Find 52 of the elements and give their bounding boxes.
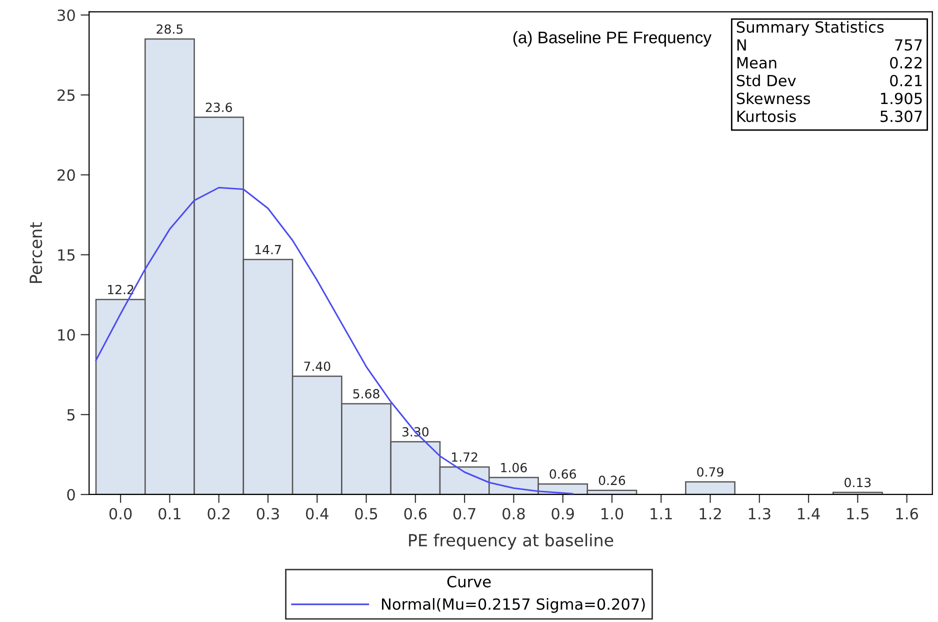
data-label: 0.79 <box>697 467 724 477</box>
annotation: 0.22 <box>890 56 922 69</box>
x-tick-label: 0.9 <box>552 508 574 520</box>
annotation: 757 <box>895 39 922 51</box>
y-tick-label: 5 <box>67 409 75 421</box>
legend-label: Normal(Mu=0.2157 Sigma=0.207) <box>382 598 645 613</box>
x-tick-label: 0.2 <box>208 508 230 520</box>
data-label: 0.13 <box>844 478 871 488</box>
y-tick-label: 20 <box>58 169 75 181</box>
x-tick-label: 0.4 <box>306 508 328 520</box>
x-axis-title: PE frequency at baseline <box>409 534 614 550</box>
data-label: 0.26 <box>598 476 626 486</box>
annotation: Kurtosis <box>737 110 796 122</box>
annotation: 1.905 <box>881 92 922 104</box>
data-label: 23.6 <box>206 102 232 112</box>
text: (a) Baseline PE Frequency <box>513 31 712 47</box>
annotation: Mean <box>737 57 776 69</box>
x-tick-label: 1.3 <box>748 508 770 520</box>
y-tick-label: 10 <box>58 329 75 341</box>
x-tick-label: 0.7 <box>453 508 476 520</box>
x-tick-label: 1.0 <box>602 508 624 520</box>
data-label: 1.06 <box>501 462 527 472</box>
data-label: 5.68 <box>353 389 380 399</box>
x-tick-label: 1.4 <box>798 508 820 520</box>
y-tick-label: 15 <box>58 249 75 261</box>
data-label: 7.40 <box>304 362 330 372</box>
y-tick-label: 25 <box>58 89 75 101</box>
annotation: 0.21 <box>890 74 922 86</box>
x-tick-label: 0.5 <box>355 508 378 520</box>
annotation: 5.307 <box>880 110 922 122</box>
y-tick-label: 30 <box>58 9 75 22</box>
x-tick-label: 0.0 <box>109 508 132 520</box>
x-tick-label: 1.5 <box>847 508 868 520</box>
x-tick-label: 1.2 <box>700 508 721 520</box>
annotation: N <box>737 39 746 50</box>
legend-title: Curve <box>447 576 491 588</box>
x-tick-label: 1.1 <box>650 508 672 520</box>
y-axis-title: Percent <box>30 222 42 283</box>
annotation: Skewness <box>736 92 810 104</box>
data-label: 1.72 <box>452 452 478 462</box>
x-tick-label: 0.3 <box>256 508 279 520</box>
x-tick-label: 0.8 <box>502 508 525 520</box>
x-tick-label: 1.6 <box>896 508 918 520</box>
data-label: 0.66 <box>550 469 576 479</box>
annotation: Std Dev <box>736 74 796 86</box>
x-tick-label: 0.1 <box>158 508 180 520</box>
data-label: 12.2 <box>108 284 134 294</box>
x-tick-label: 0.6 <box>404 508 427 520</box>
data-label: 14.7 <box>255 245 281 254</box>
annotation: Summary Statistics <box>736 20 884 36</box>
data-label: 28.5 <box>156 24 183 34</box>
y-tick-label: 0 <box>67 488 75 501</box>
